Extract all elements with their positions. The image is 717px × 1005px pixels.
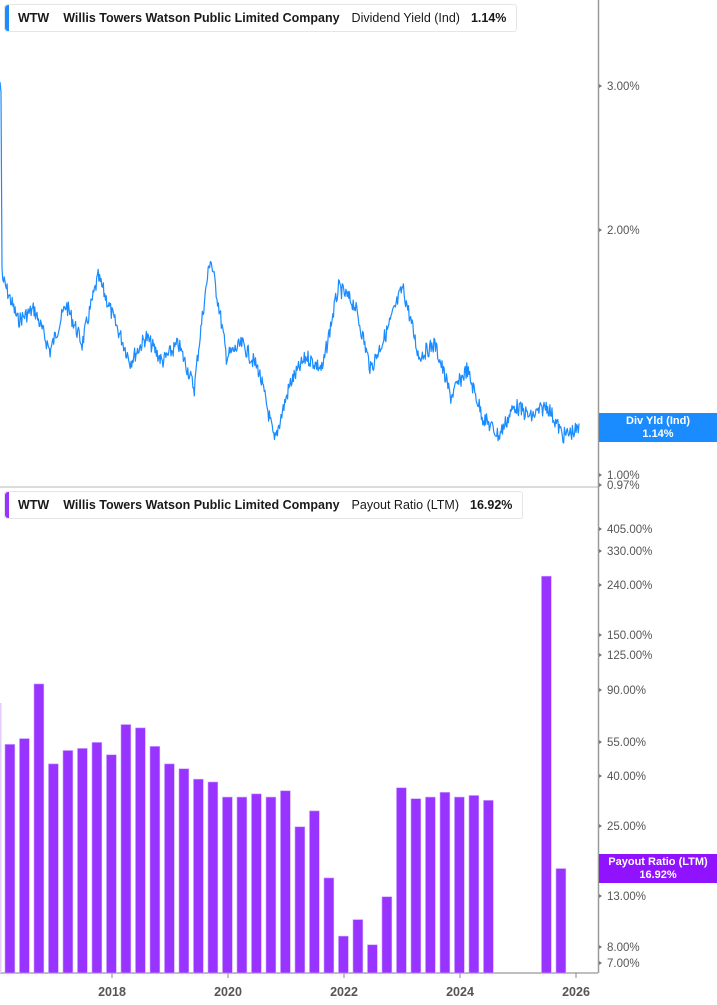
payout-bar[interactable] bbox=[454, 796, 465, 974]
payout-bar[interactable] bbox=[120, 724, 132, 974]
y-tick-label: 8.00% bbox=[607, 942, 640, 954]
payout-bar[interactable] bbox=[338, 935, 349, 974]
y-tick-label: 13.00% bbox=[607, 891, 646, 903]
x-tick-label: 2024 bbox=[446, 985, 474, 999]
tick-mark bbox=[599, 583, 602, 587]
tick-mark bbox=[599, 483, 602, 487]
payout-bar[interactable] bbox=[193, 778, 204, 974]
tick-mark bbox=[599, 84, 602, 88]
payout-bar[interactable] bbox=[4, 744, 16, 974]
payout-bar[interactable] bbox=[439, 792, 451, 974]
tick-mark bbox=[599, 653, 602, 657]
payout-bar[interactable] bbox=[367, 944, 378, 974]
payout-bar[interactable] bbox=[280, 790, 291, 974]
tick-mark bbox=[599, 740, 602, 744]
payout-bar[interactable] bbox=[294, 826, 306, 974]
tick-mark bbox=[599, 688, 602, 692]
y-tick-label: 1.00% bbox=[607, 470, 640, 482]
legend-metric: Payout Ratio (LTM) bbox=[351, 498, 459, 512]
payout-bar[interactable] bbox=[135, 727, 146, 974]
payout-bar[interactable] bbox=[309, 810, 320, 974]
y-tick-label: 150.00% bbox=[607, 630, 652, 642]
payout-bar[interactable] bbox=[62, 750, 74, 974]
payout-bar[interactable] bbox=[352, 919, 364, 974]
series-color-swatch bbox=[5, 492, 9, 518]
dividend-yield-legend[interactable]: WTW Willis Towers Watson Public Limited … bbox=[4, 4, 518, 32]
payout-bar[interactable] bbox=[33, 683, 45, 974]
payout-bar[interactable] bbox=[77, 748, 88, 974]
payout-bar[interactable] bbox=[91, 742, 103, 974]
payout-bar[interactable] bbox=[410, 798, 422, 974]
y-tick-label: 240.00% bbox=[607, 580, 652, 592]
x-axis: 2018 2020 2022 2024 2026 bbox=[98, 973, 590, 999]
y-tick-label: 0.97% bbox=[607, 480, 640, 492]
legend-metric: Dividend Yield (Ind) bbox=[351, 11, 460, 25]
x-tick-label: 2020 bbox=[214, 985, 242, 999]
tick-mark bbox=[599, 894, 602, 898]
y-tick-label: 7.00% bbox=[607, 958, 640, 970]
payout-bar[interactable] bbox=[164, 763, 175, 974]
legend-company: Willis Towers Watson Public Limited Comp… bbox=[63, 11, 340, 25]
tick-mark bbox=[599, 473, 602, 477]
flag-label: Payout Ratio (LTM) bbox=[608, 855, 708, 868]
payout-bar[interactable] bbox=[265, 796, 277, 974]
y-tick-label: 125.00% bbox=[607, 650, 652, 662]
tick-mark bbox=[599, 945, 602, 949]
legend-ticker: WTW bbox=[18, 11, 50, 25]
payout-bar[interactable] bbox=[323, 877, 335, 974]
y-tick-label: 55.00% bbox=[607, 737, 646, 749]
payout-bar[interactable] bbox=[251, 793, 262, 974]
y-tick-label: 3.00% bbox=[607, 81, 640, 93]
payout-bar[interactable] bbox=[19, 738, 30, 974]
y-tick-label: 405.00% bbox=[607, 524, 652, 536]
tick-mark bbox=[599, 527, 602, 531]
payout-bar[interactable] bbox=[483, 800, 494, 974]
tick-mark bbox=[599, 549, 602, 553]
payout-bar[interactable] bbox=[48, 763, 59, 974]
payout-ratio-legend[interactable]: WTW Willis Towers Watson Public Limited … bbox=[4, 491, 524, 519]
payout-bar[interactable] bbox=[555, 868, 567, 974]
y-tick-label: 25.00% bbox=[607, 821, 646, 833]
legend-company: Willis Towers Watson Public Limited Comp… bbox=[63, 498, 340, 512]
flag-label: Div Yld (Ind) bbox=[626, 414, 690, 427]
payout-bar[interactable] bbox=[468, 795, 480, 974]
y-tick-label: 90.00% bbox=[607, 685, 646, 697]
tick-mark bbox=[599, 824, 602, 828]
payout-bar[interactable] bbox=[541, 575, 552, 974]
flag-value: 16.92% bbox=[639, 868, 677, 881]
legend-value: 16.92% bbox=[470, 498, 513, 512]
y-tick-label: 40.00% bbox=[607, 771, 646, 783]
series-color-swatch bbox=[5, 5, 9, 31]
dividend-yield-line[interactable] bbox=[0, 81, 580, 444]
payout-bar[interactable] bbox=[381, 896, 393, 974]
flag-value: 1.14% bbox=[642, 427, 674, 440]
payout-bar[interactable] bbox=[106, 754, 117, 974]
bar-partial bbox=[0, 703, 2, 973]
tick-mark bbox=[599, 228, 602, 232]
payout-bar[interactable] bbox=[222, 796, 233, 974]
bottom-y-axis: 405.00% 330.00% 240.00% 150.00% 125.00% 90.00… bbox=[599, 524, 652, 970]
payout-bar[interactable] bbox=[236, 796, 248, 974]
dividend-yield-price-flag: Div Yld (Ind) 1.14% bbox=[599, 413, 717, 442]
payout-bar[interactable] bbox=[149, 746, 161, 974]
legend-value: 1.14% bbox=[470, 11, 507, 25]
payout-bar[interactable] bbox=[396, 787, 407, 974]
x-tick-label: 2018 bbox=[98, 985, 126, 999]
payout-bar[interactable] bbox=[207, 781, 219, 974]
tick-mark bbox=[599, 961, 602, 965]
legend-ticker: WTW bbox=[18, 498, 50, 512]
payout-ratio-price-flag: Payout Ratio (LTM) 16.92% bbox=[599, 854, 717, 883]
top-y-axis: 3.00% 2.00% 1.00%0.97% bbox=[599, 81, 640, 492]
tick-mark bbox=[599, 774, 602, 778]
x-tick-label: 2026 bbox=[562, 985, 590, 999]
y-tick-label: 330.00% bbox=[607, 546, 652, 558]
y-tick-label: 2.00% bbox=[607, 225, 640, 237]
payout-bar[interactable] bbox=[425, 796, 436, 974]
payout-bar[interactable] bbox=[178, 768, 190, 974]
tick-mark bbox=[599, 633, 602, 637]
payout-ratio-bars[interactable] bbox=[0, 575, 567, 974]
x-tick-label: 2022 bbox=[330, 985, 358, 999]
